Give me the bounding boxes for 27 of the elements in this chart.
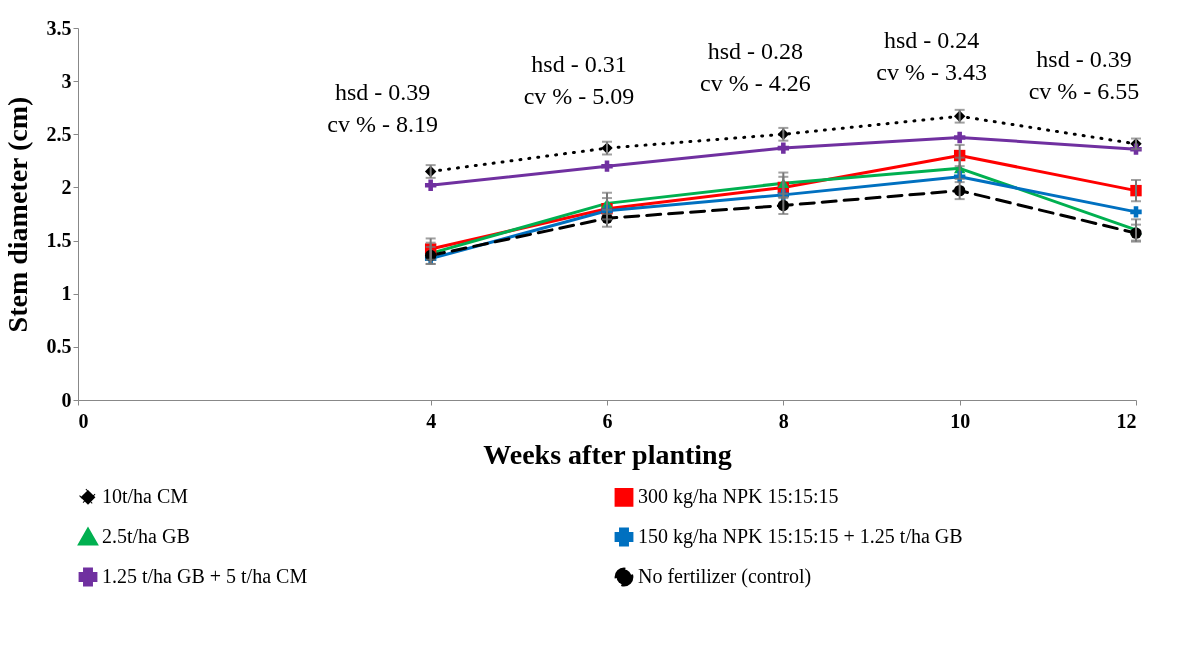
legend-label: 2.5t/ha GB (102, 525, 190, 547)
y-tick-label: 3.5 (46, 16, 72, 39)
x-axis-title: Weeks after planting (483, 438, 732, 470)
legend-label: No fertilizer (control) (638, 565, 812, 588)
x-tick-label: 0 (78, 409, 89, 432)
legend-label: 1.25 t/ha GB + 5 t/ha CM (102, 565, 308, 587)
y-tick-label: 3 (61, 69, 72, 92)
legend-label: 10t/ha CM (102, 485, 189, 508)
legend-label: 150 kg/ha NPK 15:15:15 + 1.25 t/ha GB (638, 525, 963, 548)
annotation: hsd - 0.31 cv % - 5.09 (523, 51, 635, 110)
annotation: hsd - 0.28 cv % - 4.26 (700, 38, 811, 97)
y-tick-label: 0.5 (46, 335, 72, 358)
legend-label: 300 kg/ha NPK 15:15:15 (638, 485, 839, 509)
y-tick-label: 0 (61, 388, 72, 411)
x-tick-label: 10 (950, 409, 971, 432)
y-axis-title: Stem diameter (cm) (1, 96, 33, 333)
annotation: hsd - 0.39 cv % - 8.19 (327, 78, 438, 137)
x-tick-label: 6 (602, 409, 613, 432)
x-tick-label: 12 (1116, 409, 1137, 432)
y-tick-label: 2 (61, 175, 72, 198)
y-tick-label: 1.5 (46, 229, 72, 252)
annotation: hsd - 0.39 cv % - 6.55 (1028, 45, 1140, 104)
y-tick-label: 1 (61, 282, 72, 305)
x-tick-label: 8 (778, 409, 789, 432)
x-tick-label: 4 (426, 409, 437, 432)
y-tick-label: 2.5 (46, 122, 72, 145)
annotation: hsd - 0.24 cv % - 3.43 (876, 26, 987, 85)
